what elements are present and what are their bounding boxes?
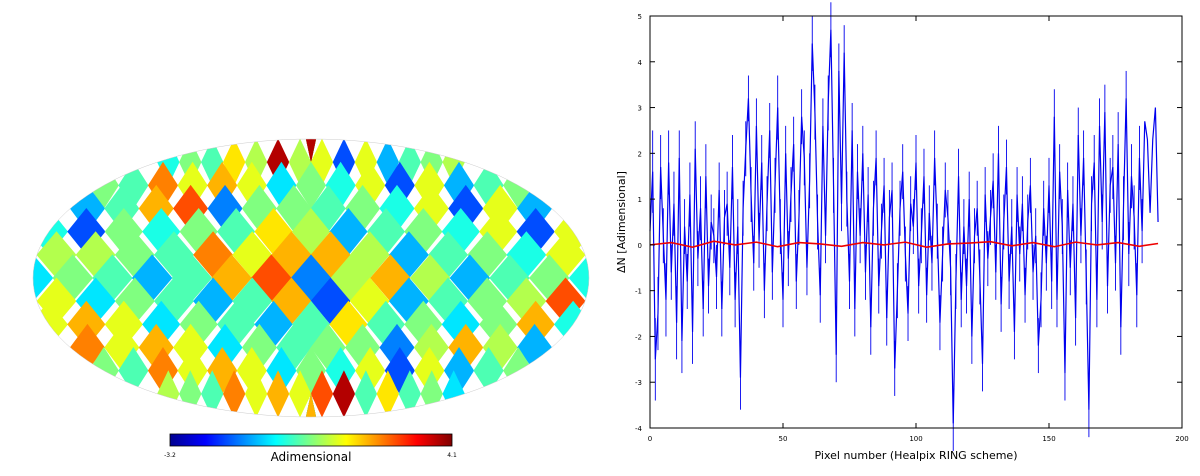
- healpix-cell: [271, 231, 312, 279]
- healpix-cell: [448, 323, 484, 372]
- healpix-cell: [467, 231, 508, 279]
- colorbar-max-label: 4.1: [447, 452, 457, 459]
- x-tick-label: 50: [779, 435, 788, 443]
- healpix-cell: [413, 184, 449, 233]
- healpix-cell: [193, 231, 234, 279]
- healpix-cell: [288, 370, 312, 417]
- healpix-cell: [244, 370, 268, 417]
- healpix-cell: [413, 323, 449, 372]
- healpix-cell: [354, 370, 378, 417]
- healpix-cell: [370, 254, 411, 302]
- x-tick-label: 150: [1042, 435, 1055, 443]
- series-blue-line: [649, 29, 1159, 424]
- healpix-cell: [232, 231, 273, 279]
- healpix-cell: [104, 300, 143, 348]
- healpix-cell: [376, 370, 400, 417]
- plot-series: [649, 2, 1159, 451]
- healpix-cell: [384, 161, 415, 209]
- y-tick-label: 3: [638, 105, 642, 113]
- y-tick-label: -1: [635, 288, 642, 296]
- healpix-cell: [153, 277, 194, 325]
- healpix-cell: [409, 254, 451, 302]
- healpix-cell: [384, 347, 415, 395]
- x-tick-label: 0: [648, 435, 652, 443]
- healpix-cell: [428, 231, 469, 279]
- healpix-cell: [568, 254, 589, 302]
- y-axis-label: ΔN [Adimensional]: [615, 171, 628, 273]
- healpix-cell: [329, 208, 368, 256]
- healpix-cell: [388, 231, 429, 279]
- healpix-cell: [506, 277, 547, 325]
- colorbar-label: Adimensional: [271, 450, 352, 464]
- y-tick-label: 0: [638, 242, 642, 250]
- mollweide-map: -3.2 4.1 Adimensional: [32, 138, 590, 464]
- healpix-cell: [75, 231, 116, 279]
- healpix-cell: [329, 300, 368, 348]
- line-plot-panel: 0 50 100 150 200 -4 -3 -2 -1 0 1 2 3 4 5 Pixel number …: [600, 0, 1200, 472]
- healpix-cell: [310, 231, 351, 279]
- healpix-cell: [241, 323, 277, 372]
- y-tick-label: 2: [638, 150, 642, 158]
- healpix-cell: [349, 231, 390, 279]
- y-tick-label: -3: [635, 379, 642, 387]
- healpix-cell: [295, 161, 327, 209]
- healpix-cell: [448, 184, 484, 233]
- y-tick-label: -4: [635, 425, 643, 433]
- healpix-cell: [266, 370, 290, 417]
- healpix-cell: [179, 208, 218, 256]
- healpix-cell: [193, 277, 234, 325]
- healpix-cell: [147, 347, 179, 395]
- healpix-cell: [545, 231, 586, 279]
- x-tick-label: 100: [909, 435, 922, 443]
- healpix-cell: [443, 347, 475, 395]
- healpix-cell: [118, 347, 149, 395]
- healpix-cell: [443, 161, 475, 209]
- healpix-cell: [545, 277, 586, 325]
- healpix-cell: [379, 323, 415, 372]
- healpix-cell: [506, 231, 547, 279]
- map-outline: [32, 138, 590, 418]
- healpix-cell: [114, 231, 155, 279]
- healpix-cells: [33, 139, 589, 417]
- y-tick-label: 1: [638, 196, 642, 204]
- mollweide-map-panel: -3.2 4.1 Adimensional: [32, 138, 590, 464]
- healpix-cell: [489, 254, 530, 302]
- x-tick-label: 200: [1175, 435, 1188, 443]
- x-axis-label: Pixel number (Healpix RING scheme): [815, 449, 1018, 462]
- y-tick-label: 5: [638, 13, 642, 21]
- y-tick-label: -2: [635, 333, 642, 341]
- healpix-cell: [276, 323, 312, 372]
- healpix-cell: [398, 370, 421, 417]
- healpix-cell: [291, 208, 331, 256]
- healpix-cell: [207, 161, 238, 209]
- healpix-cell: [153, 231, 194, 279]
- healpix-cell: [254, 208, 293, 256]
- healpix-cell: [310, 323, 346, 372]
- colorbar: [169, 433, 453, 447]
- plot-ticks: 0 50 100 150 200 -4 -3 -2 -1 0 1 2 3 4 5: [635, 13, 1189, 443]
- healpix-cell: [295, 347, 327, 395]
- healpix-cell: [345, 323, 381, 372]
- series-red-line: [649, 240, 1159, 249]
- healpix-cell: [217, 300, 256, 348]
- healpix-cell: [142, 208, 181, 256]
- healpix-cell: [332, 370, 356, 417]
- healpix-cell: [33, 254, 54, 302]
- y-tick-label: 4: [638, 59, 643, 67]
- healpix-cell: [36, 231, 77, 279]
- healpix-cell: [310, 370, 334, 417]
- healpix-cell: [222, 370, 246, 417]
- healpix-cell: [211, 254, 252, 302]
- healpix-cell: [254, 300, 293, 348]
- colorbar-min-label: -3.2: [164, 452, 176, 459]
- healpix-cell: [201, 370, 224, 417]
- healpix-cell: [291, 300, 331, 348]
- deltaN-plot: 0 50 100 150 200 -4 -3 -2 -1 0 1 2 3 4 5 Pixel number …: [615, 2, 1189, 462]
